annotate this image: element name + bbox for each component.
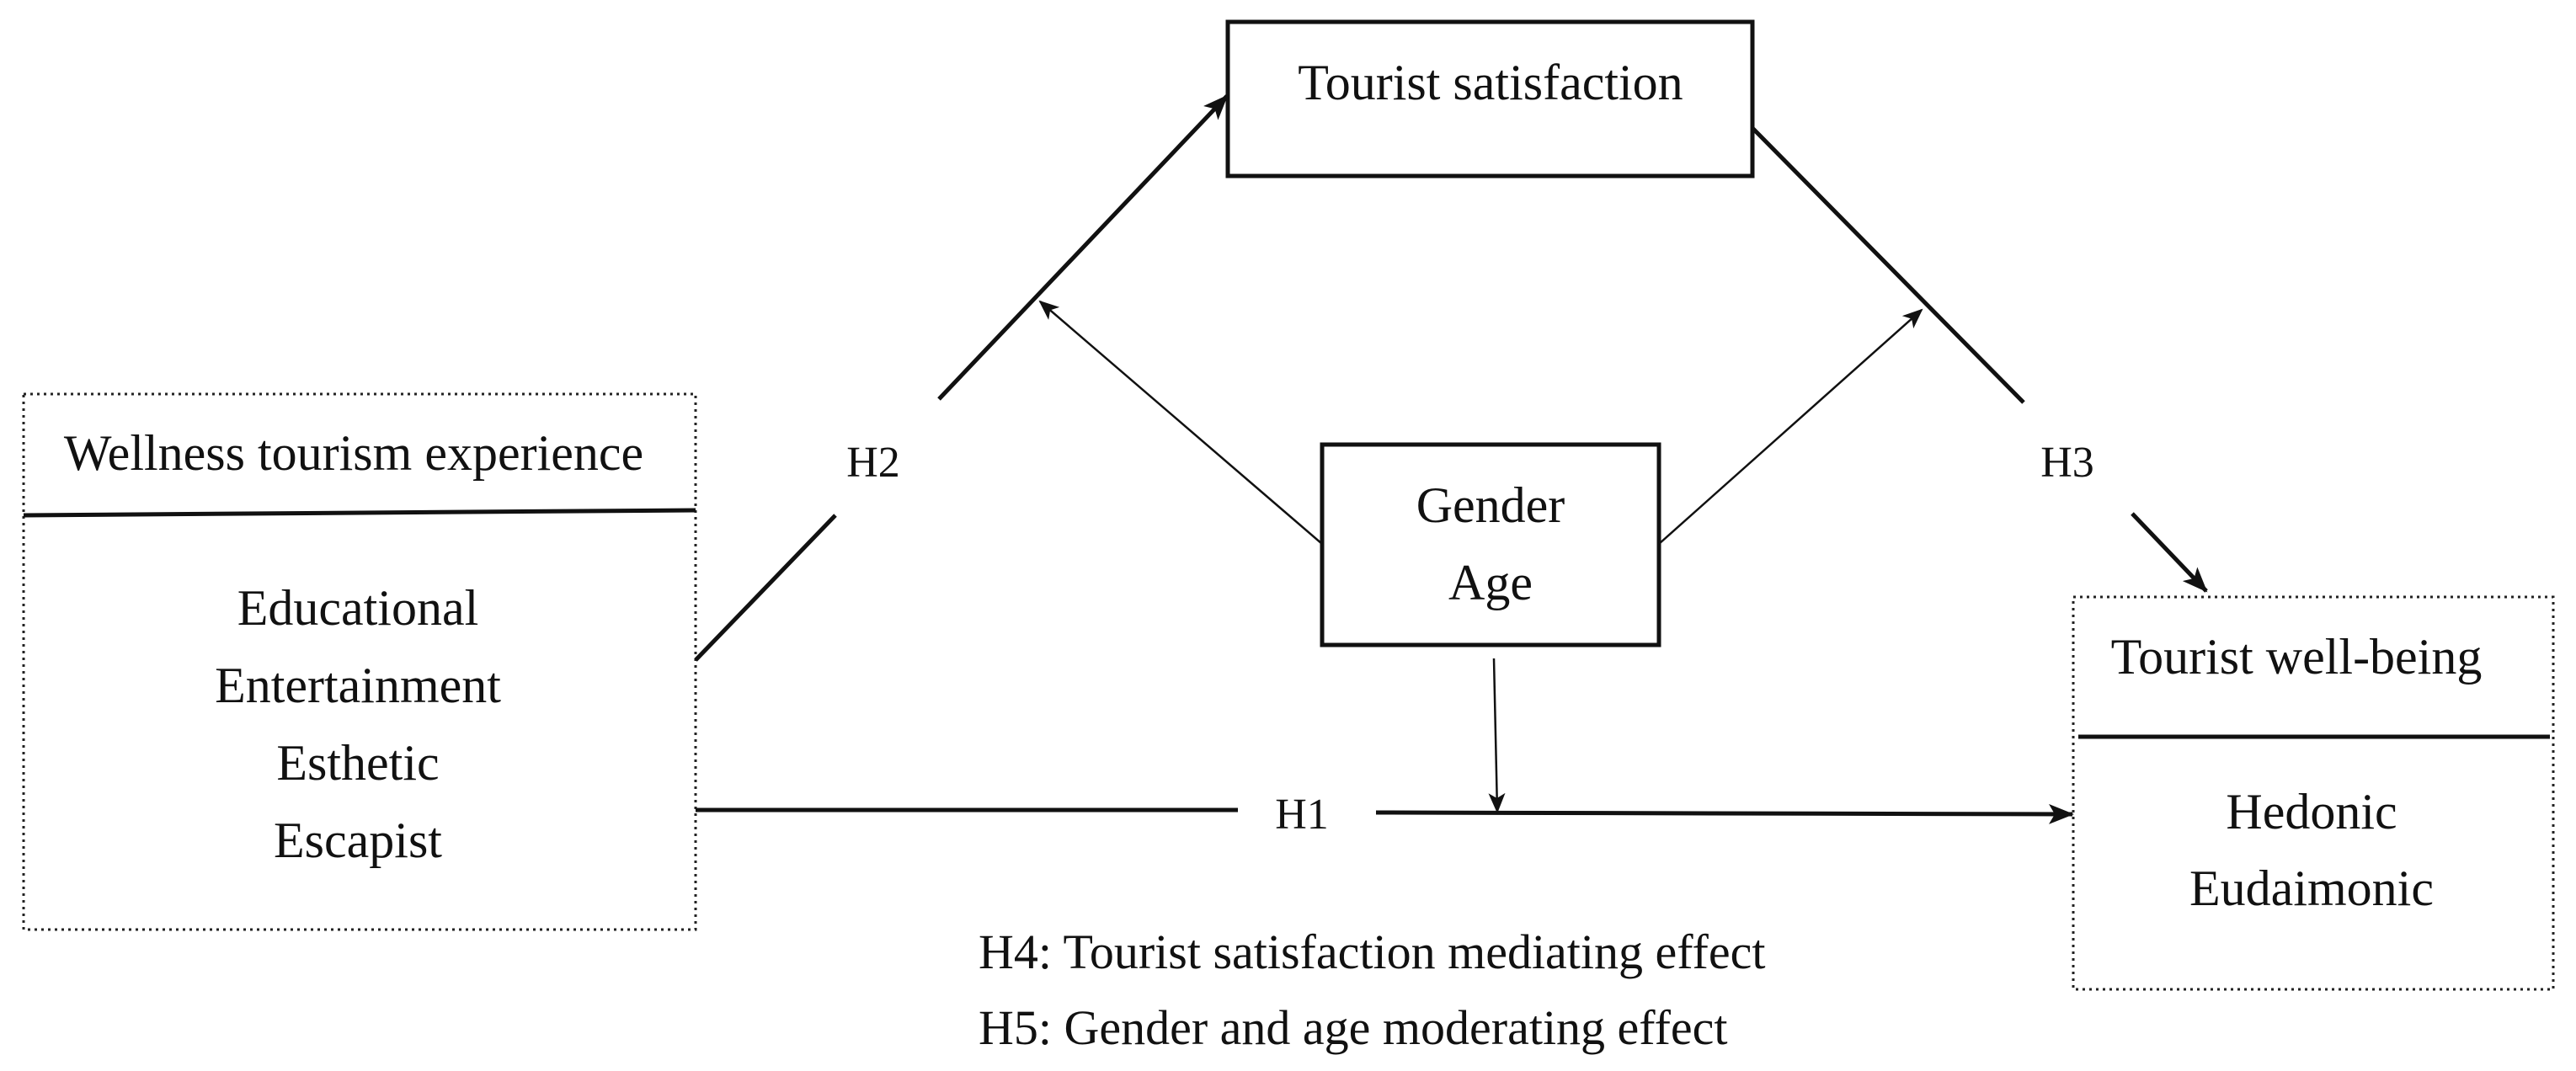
moderating-arrows (1038, 300, 1923, 813)
moderating-arrow-h2 (1038, 300, 1323, 545)
wellbeing-item-hedonic: Hedonic (2226, 784, 2397, 839)
hypothesis-notes: H4: Tourist satisfaction mediating effec… (979, 924, 1765, 1055)
moderator-age: Age (1448, 555, 1533, 610)
edge-h3-lower-segment (2131, 512, 2208, 593)
moderating-arrow-h1 (1488, 658, 1506, 813)
moderators-node: Gender Age (1320, 442, 1661, 647)
edge-h2-lower-segment (694, 514, 837, 662)
edge-h1-right-segment (1375, 803, 2074, 824)
satisfaction-title: Tourist satisfaction (1298, 55, 1683, 110)
edge-h2-label: H2 (846, 439, 900, 487)
wellbeing-title: Tourist well-being (2111, 629, 2483, 685)
edge-h2: H2 (694, 94, 1229, 662)
note-h5: H5: Gender and age moderating effect (979, 1000, 1727, 1055)
edge-h3-label: H3 (2040, 439, 2094, 487)
edge-h1-label: H1 (1275, 791, 1329, 839)
edge-h1: H1 (696, 791, 2074, 839)
wellness-title: Wellness tourism experience (64, 425, 643, 481)
tourist-well-being-node: Tourist well-being Hedonic Eudaimonic (2072, 595, 2555, 991)
tourist-satisfaction-node: Tourist satisfaction (1225, 19, 1755, 178)
wellness-divider (23, 508, 696, 518)
edge-h3: H3 (1751, 126, 2208, 593)
wellness-item-escapist: Escapist (274, 813, 442, 868)
wellness-tourism-experience-node: Wellness tourism experience Educational … (22, 392, 697, 931)
wellbeing-item-eudaimonic: Eudaimonic (2189, 861, 2434, 916)
moderating-arrow-h3 (1658, 308, 1923, 545)
moderator-gender: Gender (1416, 477, 1565, 533)
wellness-item-entertainment: Entertainment (215, 658, 501, 713)
wellness-item-esthetic: Esthetic (276, 735, 439, 791)
wellness-item-educational: Educational (237, 580, 479, 636)
edge-h3-upper-segment (1751, 126, 2025, 404)
edge-h2-upper-segment (937, 94, 1229, 401)
note-h4: H4: Tourist satisfaction mediating effec… (979, 924, 1765, 979)
